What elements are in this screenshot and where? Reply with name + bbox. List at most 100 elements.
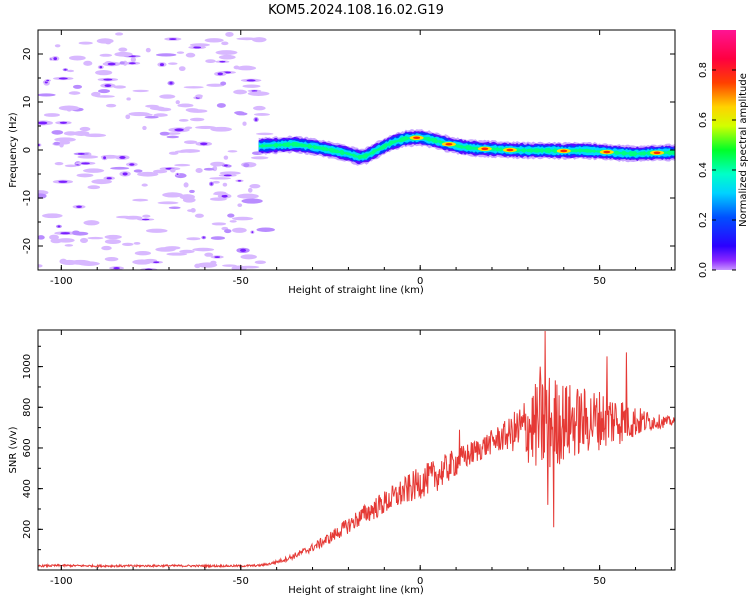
noise-blob: [206, 83, 225, 87]
noise-blob: [113, 85, 126, 89]
snr-ytick-label: 600: [22, 438, 33, 457]
noise-blob: [76, 173, 94, 178]
noise-blob-core: [202, 236, 205, 239]
noise-blob: [221, 41, 229, 46]
noise-blob: [38, 193, 47, 199]
signal-band-green: [258, 135, 675, 160]
noise-blob: [137, 171, 159, 177]
noise-blob-core: [38, 121, 48, 125]
noise-blob: [155, 247, 176, 252]
noise-blob: [51, 130, 64, 135]
noise-blob: [189, 43, 210, 47]
noise-blob: [204, 38, 224, 43]
noise-blob-core: [168, 38, 177, 41]
colorbar-tick-label: 0.0: [698, 262, 709, 278]
noise-blob: [178, 118, 189, 122]
colorbar-tick-label: 0.4: [698, 162, 709, 178]
noise-blob: [110, 166, 130, 170]
snr-xtick-label: -50: [233, 576, 249, 587]
noise-blob: [227, 213, 235, 218]
noise-blob: [68, 91, 81, 95]
noise-blob: [105, 40, 112, 45]
noise-blob: [43, 113, 60, 117]
noise-blob: [254, 260, 267, 265]
noise-blob: [98, 89, 111, 94]
noise-blob: [189, 189, 195, 194]
noise-blob: [186, 237, 201, 241]
noise-blob: [77, 155, 99, 159]
snr-ticks: -100 -50 0 50 200 400 600 800 1000: [22, 330, 675, 587]
noise-blob: [192, 247, 215, 252]
noise-blob: [142, 214, 151, 218]
noise-blob-core: [53, 57, 58, 61]
noise-blob: [133, 169, 143, 173]
noise-blob-core: [59, 121, 68, 124]
noise-blob: [116, 215, 134, 219]
noise-blob: [225, 31, 234, 37]
noise-blob: [177, 103, 194, 108]
noise-blob: [209, 197, 227, 201]
noise-blob: [253, 113, 270, 116]
noise-blob: [209, 177, 232, 180]
noise-blob: [223, 155, 229, 160]
noise-blob: [170, 168, 176, 173]
noise-blob: [231, 216, 254, 221]
noise-blob: [183, 140, 198, 144]
noise-blob-core: [60, 232, 71, 235]
noise-blob-core: [64, 68, 67, 71]
noise-blob-core: [159, 63, 165, 67]
noise-blob: [141, 183, 148, 187]
noise-blob-core: [122, 172, 128, 176]
noise-blob: [79, 126, 91, 132]
noise-blob: [210, 161, 225, 167]
noise-blob: [84, 133, 107, 138]
noise-blob-core: [103, 78, 113, 81]
noise-blob: [72, 231, 89, 236]
noise-blob: [66, 106, 73, 112]
noise-blob: [133, 241, 141, 245]
signal-peak-core: [445, 142, 453, 146]
spectrogram-xtick-label: 0: [417, 276, 423, 287]
noise-blob: [227, 150, 238, 153]
noise-blob: [83, 60, 93, 66]
noise-blob: [60, 259, 79, 266]
noise-blob: [114, 51, 133, 57]
noise-blob: [250, 156, 269, 160]
colorbar-tick-label: 0.2: [698, 212, 709, 228]
noise-blob: [153, 169, 168, 174]
noise-blob: [130, 57, 137, 62]
noise-blob: [153, 113, 168, 117]
noise-blob: [197, 262, 218, 268]
noise-blob: [176, 51, 185, 54]
noise-blob: [215, 50, 238, 55]
noise-blob: [79, 237, 89, 243]
noise-blob: [222, 182, 228, 187]
noise-blob-core: [103, 156, 107, 160]
noise-blob: [104, 239, 122, 245]
noise-blob-core: [77, 153, 85, 155]
noise-blob-core: [106, 177, 112, 180]
noise-blob: [203, 167, 215, 171]
snr-frame: [37, 329, 676, 571]
noise-blob-core: [221, 194, 228, 198]
noise-blob: [104, 257, 119, 262]
noise-blob: [247, 187, 253, 193]
noise-blob: [53, 141, 60, 146]
noise-blob: [178, 66, 186, 72]
noise-blob: [185, 52, 196, 58]
signal-peak-core: [506, 148, 514, 152]
noise-blob-core: [251, 90, 258, 92]
colorbar-label: Normalized spectral amplitude: [738, 73, 749, 227]
noise-blob-core: [104, 84, 112, 88]
noise-blob: [63, 131, 78, 136]
noise-blob-core: [58, 180, 68, 183]
spectrogram-ylabel: Frequency (Hz): [8, 112, 19, 188]
noise-blob: [132, 89, 149, 93]
noise-blob: [159, 131, 170, 136]
noise-blob: [194, 213, 204, 218]
noise-blob: [67, 69, 75, 73]
noise-blob: [72, 84, 83, 89]
snr-ytick-label: 200: [22, 520, 33, 539]
